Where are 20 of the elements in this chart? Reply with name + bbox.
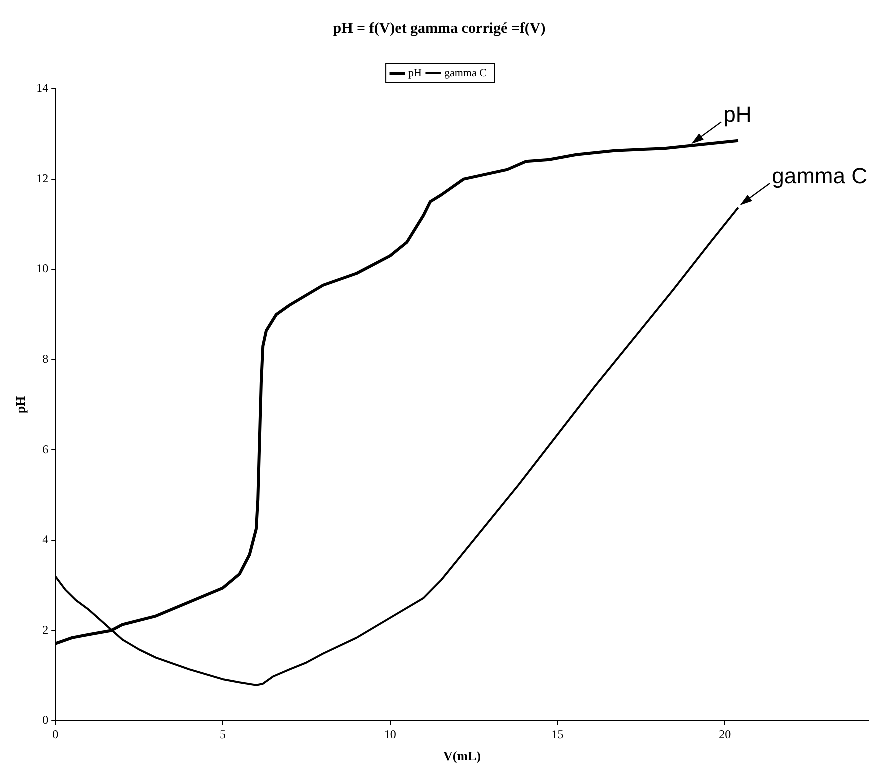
x-axis-title: V(mL) [444, 748, 482, 764]
x-tick-label: 10 [384, 727, 396, 742]
legend-label: gamma C [444, 67, 487, 80]
x-tick-label: 15 [552, 727, 564, 742]
y-tick-label: 14 [36, 81, 49, 96]
y-tick-label: 0 [42, 713, 49, 728]
chart-title: pH = f(V)et gamma corrigé =f(V) [333, 20, 546, 37]
y-tick-label: 2 [42, 622, 49, 637]
y-tick-label: 6 [42, 442, 49, 456]
y-tick-label: 12 [36, 171, 49, 186]
x-tick-label: 20 [719, 727, 732, 742]
annotation: gamma C [772, 164, 868, 189]
y-tick-label: 8 [42, 352, 49, 366]
y-tick-label: 4 [42, 532, 49, 547]
x-tick-label: 0 [52, 727, 59, 742]
y-axis-title: pH [13, 396, 28, 414]
x-tick-label: 5 [220, 727, 226, 742]
legend-label: pH [408, 67, 422, 80]
y-tick-label: 10 [36, 262, 49, 276]
annotation: pH [724, 102, 752, 128]
